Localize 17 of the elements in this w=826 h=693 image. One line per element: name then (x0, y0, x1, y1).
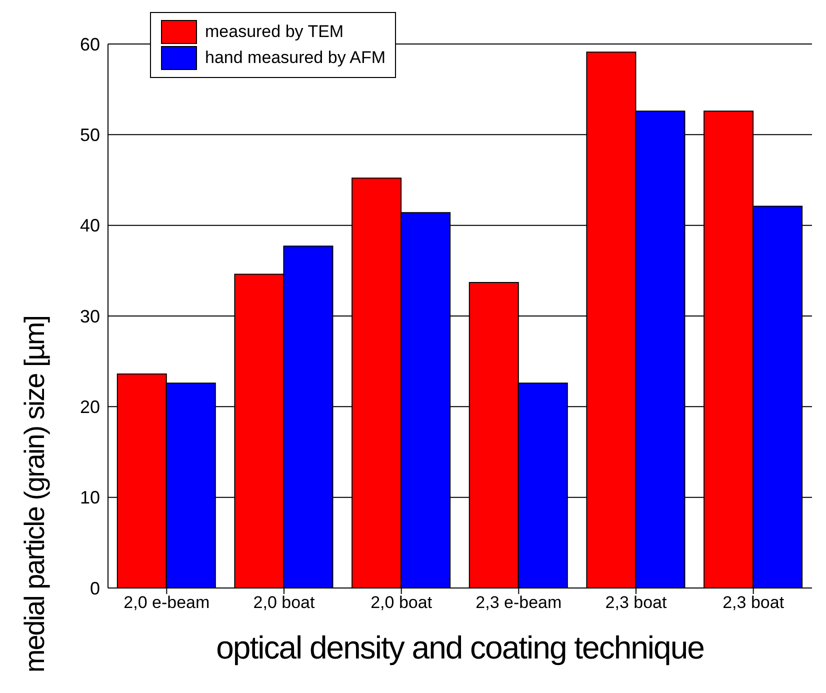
y-tick-label: 50 (80, 125, 100, 146)
x-tick-label: 2,3 boat (722, 593, 784, 612)
y-tick-label: 40 (80, 216, 100, 236)
y-tick-label: 30 (80, 306, 100, 326)
x-tick-label: 2,0 boat (253, 593, 315, 612)
x-tick-label: 2,0 e-beam (124, 593, 210, 612)
y-tick-label: 10 (80, 488, 100, 508)
x-tick-label: 2,3 e-beam (476, 593, 562, 612)
x-axis-title: optical density and coating technique (216, 630, 704, 666)
x-tick-label: 2,3 boat (605, 593, 667, 612)
y-tick-label: 0 (90, 578, 100, 598)
legend-label: measured by TEM (205, 22, 344, 42)
y-tick-label: 60 (80, 34, 100, 54)
x-tick-label: 2,0 boat (370, 593, 432, 612)
legend-label: hand measured by AFM (205, 48, 386, 68)
y-axis-title: medial particle (grain) size [µm] (18, 316, 50, 673)
y-tick-label: 20 (80, 397, 100, 418)
